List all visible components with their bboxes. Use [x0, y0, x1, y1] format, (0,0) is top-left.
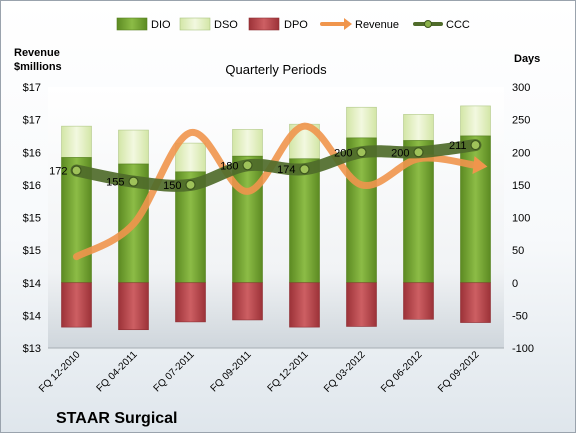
x-tick-label: FQ 09-2011 — [209, 349, 254, 394]
company-name: STAAR Surgical — [56, 410, 178, 427]
ccc-data-label: 200 — [391, 147, 409, 159]
legend-label-dso: DSO — [214, 19, 238, 31]
bar-dso — [460, 105, 491, 137]
x-tick-label: FQ 07-2011 — [152, 349, 197, 394]
ccc-marker — [413, 147, 424, 158]
lines: 172 155 150 180 174 200 200 211 — [49, 122, 488, 261]
bar-dpo — [61, 282, 92, 328]
left-tick-label: $16 — [23, 180, 41, 192]
right-tick-label: 300 — [512, 82, 530, 94]
right-axis-title: Days — [514, 53, 540, 65]
bar-dpo — [403, 282, 434, 320]
legend-swatch-dpo — [248, 17, 280, 31]
x-tick-label: FQ 03-2012 — [322, 349, 368, 395]
ccc-marker — [71, 165, 82, 176]
bar-dpo — [175, 282, 206, 323]
bar-dpo — [346, 282, 377, 327]
chart-title: Quarterly Periods — [225, 62, 327, 77]
bar-dpo — [289, 282, 320, 328]
bar-dso — [118, 129, 149, 165]
ccc-marker — [299, 164, 310, 175]
bar-dso — [61, 125, 92, 158]
ccc-data-label: 200 — [334, 147, 352, 159]
right-tick-label: -100 — [512, 343, 534, 355]
right-tick-label: 250 — [512, 115, 530, 127]
left-axis-ticks: $17 $17 $16 $16 $15 $15 $14 $14 $13 — [23, 82, 41, 355]
x-axis-labels: FQ 12-2010 FQ 04-2011 FQ 07-2011 FQ 09-2011… — [37, 349, 482, 395]
bar-dso — [346, 106, 377, 139]
bar-dso — [403, 114, 434, 141]
ccc-data-label: 174 — [277, 164, 295, 176]
left-tick-label: $17 — [23, 115, 41, 127]
bar-dso — [175, 142, 206, 173]
ccc-marker — [128, 176, 139, 187]
right-tick-label: 50 — [512, 245, 524, 257]
ccc-marker — [470, 139, 481, 151]
ccc-data-label: 211 — [449, 140, 467, 152]
right-tick-label: 150 — [512, 180, 530, 192]
plot-background — [48, 87, 504, 348]
right-tick-label: -50 — [512, 310, 528, 322]
left-axis-title-line2: $millions — [14, 61, 62, 73]
right-axis-ticks: 300 250 200 150 100 50 0 -50 -100 — [512, 82, 534, 355]
left-tick-label: $13 — [23, 343, 41, 355]
bar-dio — [346, 137, 377, 284]
bar-dso — [232, 129, 263, 157]
ccc-data-label: 180 — [220, 160, 238, 172]
legend-swatch-dio — [116, 17, 148, 31]
bar-dpo — [118, 282, 149, 331]
revenue-arrowhead — [472, 156, 488, 175]
x-tick-label: FQ 09-2012 — [436, 349, 482, 395]
right-tick-label: 100 — [512, 213, 530, 225]
x-tick-label: FQ 12-2011 — [266, 349, 311, 394]
bar-dpo — [460, 282, 491, 323]
legend-label-ccc: CCC — [446, 19, 470, 31]
legend-label-dio: DIO — [151, 19, 171, 31]
ccc-marker — [242, 160, 253, 171]
left-tick-label: $15 — [23, 245, 41, 257]
ccc-data-label: 150 — [163, 180, 181, 192]
bar-dio — [232, 155, 263, 284]
left-tick-label: $15 — [23, 213, 41, 225]
left-tick-label: $14 — [23, 310, 41, 322]
x-tick-label: FQ 12-2010 — [37, 349, 83, 395]
left-tick-label: $14 — [23, 278, 41, 290]
legend-arrow-revenue — [344, 18, 352, 30]
legend-marker-ccc — [424, 20, 432, 28]
x-tick-label: FQ 06-2012 — [379, 349, 425, 395]
left-tick-label: $16 — [23, 147, 41, 159]
ccc-data-label: 172 — [49, 166, 67, 178]
legend-swatch-dso — [179, 17, 211, 31]
legend-label-revenue: Revenue — [355, 19, 399, 31]
revenue-line — [73, 122, 479, 261]
ccc-data-label: 155 — [106, 177, 124, 189]
legend: DIO DSO DPO Revenue CCC — [116, 17, 470, 31]
right-tick-label: 200 — [512, 147, 530, 159]
legend-label-dpo: DPO — [284, 19, 308, 31]
left-axis-title-line1: Revenue — [14, 47, 60, 59]
ccc-marker — [185, 179, 196, 190]
ccc-marker — [356, 147, 367, 158]
right-tick-label: 0 — [512, 278, 518, 290]
x-tick-label: FQ 04-2011 — [95, 349, 140, 394]
bar-dpo — [232, 282, 263, 321]
bar-dio — [289, 158, 320, 284]
left-tick-label: $17 — [23, 82, 41, 94]
